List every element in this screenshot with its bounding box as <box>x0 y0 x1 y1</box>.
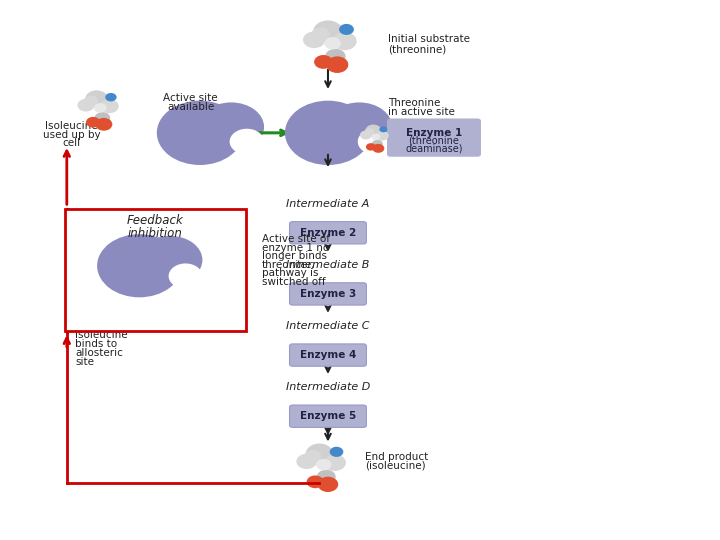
Circle shape <box>153 295 163 303</box>
Text: (threonine): (threonine) <box>389 44 446 55</box>
Circle shape <box>94 103 107 113</box>
Text: Enzyme 5: Enzyme 5 <box>300 411 356 421</box>
Text: (isoleucine): (isoleucine) <box>365 461 426 471</box>
Circle shape <box>303 31 325 48</box>
Circle shape <box>339 24 354 35</box>
Circle shape <box>145 284 164 299</box>
Circle shape <box>304 450 321 463</box>
Circle shape <box>285 100 371 165</box>
Circle shape <box>78 99 94 112</box>
Text: site: site <box>76 357 94 367</box>
Text: Enzyme 1: Enzyme 1 <box>406 128 462 138</box>
Circle shape <box>158 292 174 303</box>
Circle shape <box>97 234 181 298</box>
Text: Intermediate D: Intermediate D <box>286 382 370 392</box>
Circle shape <box>153 308 168 319</box>
Text: End product: End product <box>365 452 428 462</box>
Text: Threonine: Threonine <box>389 98 441 108</box>
Circle shape <box>372 140 383 148</box>
FancyBboxPatch shape <box>289 221 366 244</box>
Circle shape <box>324 454 346 471</box>
FancyBboxPatch shape <box>189 116 243 150</box>
Text: Feedback: Feedback <box>127 214 184 227</box>
FancyBboxPatch shape <box>65 209 246 331</box>
Text: Active site: Active site <box>163 93 218 103</box>
Text: Isoleucine: Isoleucine <box>76 330 128 340</box>
Text: binds to: binds to <box>76 339 117 349</box>
Text: allosteric: allosteric <box>76 348 123 358</box>
Text: in active site: in active site <box>389 107 455 117</box>
Circle shape <box>100 99 119 113</box>
Circle shape <box>313 21 343 43</box>
Circle shape <box>138 292 153 302</box>
Text: Enzyme 4: Enzyme 4 <box>300 350 356 360</box>
Text: Intermediate C: Intermediate C <box>287 321 370 331</box>
Circle shape <box>333 32 356 50</box>
Circle shape <box>95 118 112 131</box>
Circle shape <box>162 286 171 294</box>
Text: (threonine: (threonine <box>408 136 459 146</box>
Circle shape <box>360 131 372 139</box>
Text: Initial substrate: Initial substrate <box>389 33 470 44</box>
Text: Isoleucine: Isoleucine <box>45 121 98 131</box>
Text: switched off: switched off <box>262 276 325 287</box>
Circle shape <box>306 443 333 464</box>
Circle shape <box>372 144 384 153</box>
Circle shape <box>366 143 376 151</box>
Circle shape <box>376 131 389 140</box>
Text: deaminase): deaminase) <box>405 144 463 154</box>
FancyBboxPatch shape <box>317 116 371 150</box>
Text: longer binds: longer binds <box>262 251 327 261</box>
Circle shape <box>372 133 380 140</box>
FancyBboxPatch shape <box>289 405 366 427</box>
FancyBboxPatch shape <box>128 249 181 283</box>
Circle shape <box>297 454 317 469</box>
FancyBboxPatch shape <box>289 344 366 366</box>
Circle shape <box>316 459 331 470</box>
Circle shape <box>94 112 110 124</box>
Circle shape <box>168 264 202 289</box>
Text: available: available <box>167 103 215 112</box>
Circle shape <box>314 55 333 69</box>
Text: Active site of: Active site of <box>262 234 330 244</box>
Circle shape <box>325 49 346 64</box>
Circle shape <box>145 307 158 316</box>
Text: cell: cell <box>63 138 81 148</box>
Circle shape <box>318 477 338 492</box>
FancyBboxPatch shape <box>387 118 481 157</box>
Circle shape <box>317 470 336 484</box>
Circle shape <box>307 475 324 488</box>
Circle shape <box>366 125 382 137</box>
Text: threonine;: threonine; <box>262 260 315 269</box>
Text: pathway is: pathway is <box>262 268 318 278</box>
Circle shape <box>358 129 392 154</box>
Text: enzyme 1 no: enzyme 1 no <box>262 242 329 253</box>
Circle shape <box>86 117 100 127</box>
Text: inhibition: inhibition <box>128 227 183 240</box>
Circle shape <box>364 129 374 136</box>
Circle shape <box>85 90 108 107</box>
Circle shape <box>230 129 264 154</box>
FancyBboxPatch shape <box>289 283 366 305</box>
Text: Intermediate B: Intermediate B <box>287 260 369 269</box>
Circle shape <box>138 236 202 284</box>
Circle shape <box>311 28 330 41</box>
Text: Enzyme 2: Enzyme 2 <box>300 228 356 238</box>
Circle shape <box>157 100 243 165</box>
Circle shape <box>198 103 264 152</box>
Circle shape <box>379 126 387 132</box>
Circle shape <box>153 303 166 313</box>
Text: used up by: used up by <box>43 130 101 140</box>
Circle shape <box>326 103 392 152</box>
Circle shape <box>84 96 98 106</box>
Circle shape <box>330 447 343 457</box>
Text: Intermediate A: Intermediate A <box>287 199 369 208</box>
Circle shape <box>144 289 156 298</box>
Circle shape <box>324 37 341 50</box>
Text: Enzyme 3: Enzyme 3 <box>300 289 356 299</box>
Circle shape <box>326 56 348 73</box>
Circle shape <box>105 93 117 102</box>
